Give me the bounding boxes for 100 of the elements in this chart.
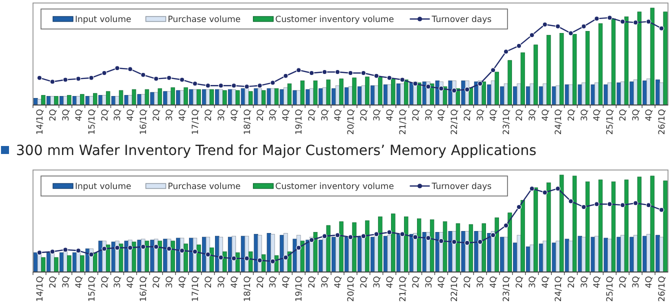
bar (287, 83, 292, 106)
point (205, 83, 211, 88)
x-tick-label: 2Q (618, 108, 629, 122)
bar (144, 240, 150, 272)
bar (206, 89, 210, 106)
bar (630, 236, 634, 272)
bar (189, 89, 194, 106)
bar (468, 224, 474, 272)
bar (189, 238, 194, 272)
bar (236, 252, 240, 272)
bar (118, 244, 124, 272)
x-tick-label: 3Q (216, 108, 227, 122)
x-tick-label: 3Q (372, 276, 382, 288)
point (607, 15, 612, 20)
bar (585, 182, 590, 272)
point (542, 190, 548, 196)
bar (590, 236, 596, 272)
x-tick-label: 4Q (230, 276, 240, 288)
point (386, 230, 392, 235)
x-tick-label: 4Q (334, 108, 344, 122)
legend-label: Input volume (75, 182, 132, 192)
bar (176, 238, 180, 272)
x-tick-label: 4Q (489, 276, 500, 288)
bar (663, 180, 668, 272)
bar (616, 82, 621, 106)
x-tick-label: 4Q (592, 276, 603, 288)
bar (520, 52, 525, 106)
x-tick-label: 2Q (411, 108, 422, 122)
x-tick-label: 2Q (463, 108, 474, 122)
bar (416, 82, 422, 106)
legend-label: Purchase volume (168, 15, 241, 25)
bar (184, 244, 188, 272)
bar (352, 222, 356, 272)
bar (374, 234, 379, 272)
bar (556, 240, 560, 272)
bar (516, 234, 522, 272)
bar (530, 244, 534, 272)
point (516, 43, 522, 48)
x-tick-label: 2Q (152, 108, 162, 122)
bar (637, 12, 642, 106)
bar (170, 240, 175, 272)
bar (590, 84, 596, 106)
bar (111, 242, 116, 272)
x-tick-label: 3Q (632, 276, 642, 288)
point (581, 24, 586, 30)
x-tick-label: 2Q (48, 276, 58, 288)
bar (461, 231, 466, 272)
bar (232, 89, 236, 106)
legend-label: Turnover days (430, 182, 492, 192)
point (412, 234, 418, 240)
x-tick-label: 3Q (476, 276, 486, 288)
x-tick-label: 4Q (230, 108, 240, 122)
bar (608, 82, 612, 106)
bar (608, 238, 612, 272)
x-tick-label: 23/1Q (502, 108, 512, 135)
bar (534, 187, 538, 272)
bar (578, 84, 582, 106)
bar (313, 80, 318, 106)
x-tick-label: 22/1Q (450, 108, 460, 135)
x-tick-label: 16/1Q (139, 108, 150, 135)
bar (500, 236, 504, 272)
bar (482, 82, 486, 106)
x-tick-label: 2Q (204, 276, 214, 288)
bar (274, 88, 279, 106)
x-tick-label: 2Q (100, 276, 110, 288)
point (192, 81, 198, 86)
bar (391, 214, 396, 272)
x-tick-label: 2Q (48, 108, 58, 122)
point (62, 247, 68, 252)
bar (520, 200, 525, 272)
bar (318, 240, 323, 272)
bar (637, 176, 642, 272)
x-tick-label: 3Q (372, 108, 382, 122)
point (128, 245, 133, 250)
bar (598, 23, 603, 106)
point (140, 72, 146, 78)
point (503, 49, 509, 54)
point (36, 250, 42, 256)
bar (578, 236, 582, 272)
bar (80, 255, 84, 272)
x-tick-label: 2Q (152, 276, 162, 288)
bar (611, 182, 616, 272)
bar (244, 88, 249, 106)
x-tick-label: 3Q (632, 108, 642, 122)
point (426, 84, 431, 90)
bar (332, 88, 336, 106)
point (270, 80, 276, 86)
x-tick-label: 21/1Q (398, 108, 408, 135)
point (529, 186, 535, 192)
point (296, 245, 302, 250)
bar (508, 60, 512, 106)
x-tick-label: 19/1Q (294, 108, 305, 135)
point (154, 244, 159, 250)
point (283, 254, 288, 260)
bar (404, 80, 408, 106)
bar (318, 88, 323, 106)
bar (468, 87, 474, 106)
x-tick-label: 2Q (618, 276, 629, 288)
bar (266, 233, 272, 272)
bar (494, 217, 499, 272)
